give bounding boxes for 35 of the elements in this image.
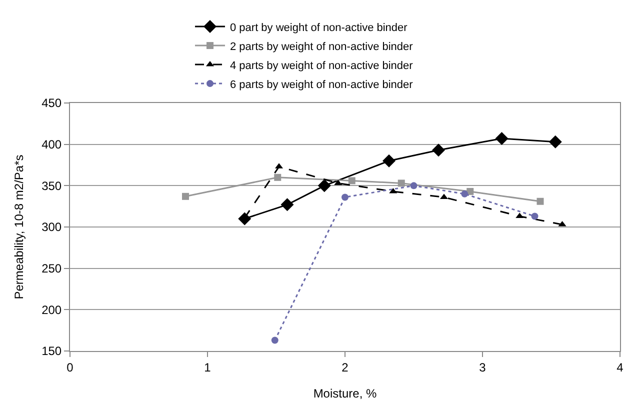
- point: [182, 192, 189, 200]
- point: [548, 135, 562, 148]
- point: [348, 177, 356, 184]
- y-tick-label: 400: [42, 138, 62, 152]
- point: [398, 180, 405, 187]
- point: [382, 154, 396, 168]
- point: [432, 144, 445, 157]
- x-tick-label: 2: [342, 360, 349, 374]
- point: [461, 190, 468, 198]
- x-tick-label: 0: [66, 360, 74, 374]
- point: [271, 336, 278, 344]
- legend-label: 0 part by weight of non-active binder: [230, 22, 408, 34]
- point: [531, 212, 538, 220]
- point: [410, 182, 418, 190]
- legend-label: 2 parts by weight of non-active binder: [230, 40, 414, 53]
- point: [318, 179, 331, 192]
- point: [495, 132, 508, 146]
- point: [274, 174, 282, 181]
- legend-label: 4 parts by weight of non-active binder: [230, 60, 414, 72]
- y-tick-label: 350: [42, 178, 62, 193]
- y-axis-title: Permeability, 10-8 m2/Pa*s: [12, 154, 26, 300]
- y-tick-label: 450: [42, 96, 62, 110]
- x-axis-title: Moisture, %: [313, 386, 377, 400]
- y-tick-label: 200: [42, 302, 62, 317]
- x-tick-label: 4: [616, 360, 624, 374]
- x-tick-label: 3: [479, 360, 486, 374]
- point: [342, 194, 348, 201]
- legend-label: 6 parts by weight of non-active binder: [230, 78, 414, 91]
- y-tick-label: 250: [42, 262, 62, 276]
- point: [389, 188, 398, 194]
- x-tick-label: 1: [204, 360, 212, 374]
- y-tick-label: 150: [42, 344, 62, 358]
- y-tick-label: 300: [42, 220, 62, 234]
- point: [280, 198, 294, 212]
- point: [536, 198, 544, 205]
